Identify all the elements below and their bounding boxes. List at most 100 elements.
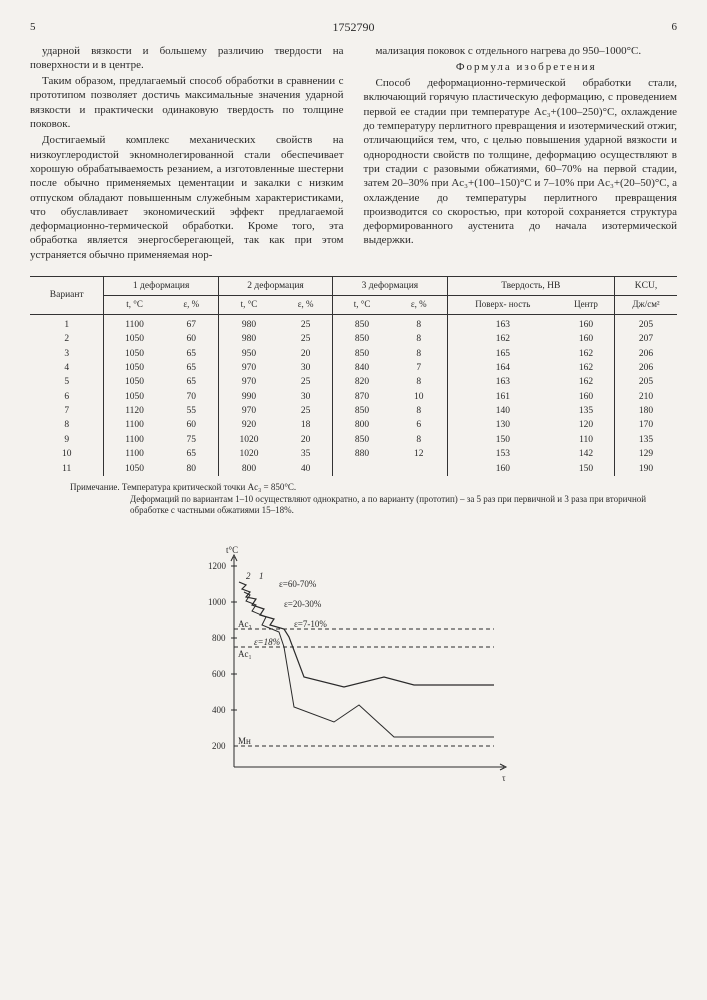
th-kcu-unit: Дж/см² <box>615 296 677 315</box>
cell: 950 <box>218 347 279 361</box>
cell: 153 <box>447 447 558 461</box>
svg-text:600: 600 <box>212 669 226 679</box>
cell: 210 <box>615 390 677 404</box>
cell: 970 <box>218 361 279 375</box>
cell: 5 <box>30 375 104 389</box>
e2-label: ε=20-30% <box>284 599 322 609</box>
cell: 65 <box>165 375 219 389</box>
table-row: 7112055970258508140135180 <box>30 404 677 418</box>
cell: 207 <box>615 332 677 346</box>
cell: 65 <box>165 347 219 361</box>
cell: 1050 <box>104 375 165 389</box>
th-t3: t, °C <box>333 296 391 315</box>
formula-title: Формула изобретения <box>364 60 678 74</box>
table-row: 1011006510203588012153142129 <box>30 447 677 461</box>
ac1-label: Ac₁ <box>238 649 252 659</box>
table-row: 2105060980258508162160207 <box>30 332 677 346</box>
cell: 920 <box>218 418 279 432</box>
note-line: Примечание. Температура критической точк… <box>70 482 677 494</box>
note-line: Деформаций по вариантам 1–10 осуществляю… <box>70 494 677 517</box>
cell: 880 <box>333 447 391 461</box>
cell: 135 <box>615 433 677 447</box>
cell: 160 <box>558 315 615 333</box>
svg-text:1000: 1000 <box>208 597 227 607</box>
table-row: 4105065970308407164162206 <box>30 361 677 375</box>
cell: 60 <box>165 418 219 432</box>
svg-text:1200: 1200 <box>208 561 227 571</box>
cell: 12 <box>391 447 447 461</box>
cell: 20 <box>279 433 333 447</box>
cell: 800 <box>333 418 391 432</box>
cell: 8 <box>391 433 447 447</box>
table-row: 1110508080040160150190 <box>30 462 677 476</box>
th-kcu: KCU, <box>615 277 677 296</box>
cell: 970 <box>218 404 279 418</box>
marker-1: 1 <box>259 571 264 581</box>
cell: 20 <box>279 347 333 361</box>
y-ticks: 200 400 600 800 1000 1200 <box>208 537 237 751</box>
document-number: 1752790 <box>36 20 672 36</box>
cell: 1100 <box>104 447 165 461</box>
th-t2: t, °C <box>218 296 279 315</box>
cell: 162 <box>558 361 615 375</box>
table-row: 5105065970258208163162205 <box>30 375 677 389</box>
cell: 162 <box>447 332 558 346</box>
cell: 850 <box>333 347 391 361</box>
cell: 142 <box>558 447 615 461</box>
cell: 30 <box>279 390 333 404</box>
cell: 7 <box>30 404 104 418</box>
cell: 205 <box>615 375 677 389</box>
e3-label: ε=7-10% <box>294 619 327 629</box>
cell: 160 <box>558 390 615 404</box>
cell: 1050 <box>104 390 165 404</box>
cell: 129 <box>615 447 677 461</box>
th-variant: Вариант <box>30 277 104 315</box>
cell: 9 <box>30 433 104 447</box>
cell: 1050 <box>104 332 165 346</box>
cell: 150 <box>558 462 615 476</box>
cell: 10 <box>391 390 447 404</box>
cell: 850 <box>333 332 391 346</box>
table-row: 3105065950208508165162206 <box>30 347 677 361</box>
cell: 165 <box>447 347 558 361</box>
th-e2: ε, % <box>279 296 333 315</box>
cell: 163 <box>447 375 558 389</box>
cell: 7 <box>391 361 447 375</box>
cell: 164 <box>447 361 558 375</box>
table-row: 61050709903087010161160210 <box>30 390 677 404</box>
para: ударной вязкости и большему различию тве… <box>30 44 344 73</box>
cell: 1050 <box>104 361 165 375</box>
cell: 110 <box>558 433 615 447</box>
th-def2: 2 деформация <box>218 277 332 296</box>
cell: 980 <box>218 315 279 333</box>
cell: 65 <box>165 447 219 461</box>
cell: 30 <box>279 361 333 375</box>
e1-label: ε=60-70% <box>279 579 317 589</box>
cell: 970 <box>218 375 279 389</box>
cell: 60 <box>165 332 219 346</box>
ac3-label: Ac₃ <box>238 619 252 629</box>
cell: 25 <box>279 375 333 389</box>
cell: 161 <box>447 390 558 404</box>
th-e1: ε, % <box>165 296 219 315</box>
cell: 820 <box>333 375 391 389</box>
chart: 200 400 600 800 1000 1200 t°C τ Ac₃ Ac₁ … <box>30 537 677 801</box>
table-note: Примечание. Температура критической точк… <box>30 482 677 517</box>
cell: 65 <box>165 361 219 375</box>
curve-1 <box>239 582 494 687</box>
th-center: Центр <box>558 296 615 315</box>
svg-text:400: 400 <box>212 705 226 715</box>
cell: 10 <box>30 447 104 461</box>
cell: 840 <box>333 361 391 375</box>
text-columns: ударной вязкости и большему различию тве… <box>30 44 677 264</box>
cell: 8 <box>391 332 447 346</box>
chart-svg: 200 400 600 800 1000 1200 t°C τ Ac₃ Ac₁ … <box>184 537 524 797</box>
cell: 163 <box>447 315 558 333</box>
mn-label: Mн <box>238 736 251 746</box>
cell: 80 <box>165 462 219 476</box>
cell: 1100 <box>104 433 165 447</box>
page-header: 5 1752790 6 <box>30 20 677 36</box>
cell: 130 <box>447 418 558 432</box>
cell: 850 <box>333 433 391 447</box>
th-def3: 3 деформация <box>333 277 447 296</box>
